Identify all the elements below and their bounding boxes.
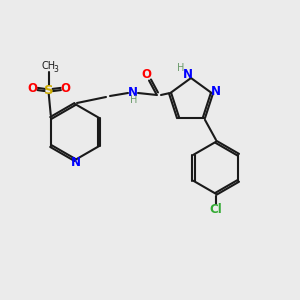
Text: 3: 3 <box>53 64 58 74</box>
Text: N: N <box>71 155 81 169</box>
Text: Cl: Cl <box>210 203 222 216</box>
Text: O: O <box>141 68 151 80</box>
Text: N: N <box>183 68 193 82</box>
Text: S: S <box>44 83 54 97</box>
Text: N: N <box>128 85 138 98</box>
Text: H: H <box>130 95 138 105</box>
Text: N: N <box>211 85 221 98</box>
Text: CH: CH <box>42 61 56 71</box>
Text: H: H <box>177 63 185 73</box>
Text: O: O <box>28 82 38 95</box>
Text: O: O <box>61 82 71 95</box>
